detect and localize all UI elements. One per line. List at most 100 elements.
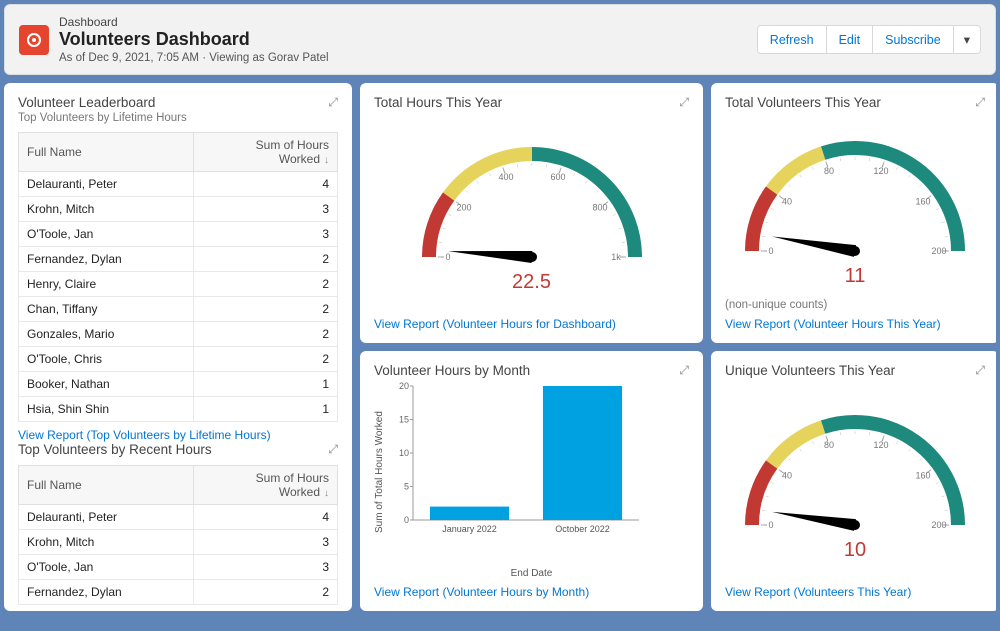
leaderboard-title: Volunteer Leaderboard [18,95,187,110]
svg-text:800: 800 [592,203,607,213]
table-row[interactable]: Henry, Claire2 [19,272,338,297]
svg-text:40: 40 [782,197,792,207]
more-actions-button[interactable]: ▾ [954,25,981,54]
unique-volunteers-card: Unique Volunteers This Year ⤢ 0 40 80 120 16… [711,351,996,611]
table-row[interactable]: Krohn, Mitch3 [19,530,338,555]
leaderboard-subtitle: Top Volunteers by Lifetime Hours [18,112,187,124]
cell-name: Krohn, Mitch [19,530,194,555]
bar-xlabel: End Date [374,568,689,579]
svg-text:120: 120 [873,166,888,176]
sort-down-icon: ↓ [324,155,329,166]
table-row[interactable]: O'Toole, Jan3 [19,222,338,247]
total-hours-title: Total Hours This Year [374,95,502,110]
cell-name: Hsia, Shin Shin [19,397,194,422]
svg-text:200: 200 [931,520,946,530]
total-hours-value: 22.5 [512,271,551,294]
total-volunteers-title: Total Volunteers This Year [725,95,881,110]
svg-text:January 2022: January 2022 [442,524,497,534]
page-type: Dashboard [59,15,329,29]
table-row[interactable]: Fernandez, Dylan2 [19,580,338,605]
svg-text:15: 15 [399,415,409,425]
table-row[interactable]: Delauranti, Peter4 [19,505,338,530]
svg-text:160: 160 [915,471,930,481]
leaderboard-card: Volunteer Leaderboard Top Volunteers by … [4,83,352,611]
table-row[interactable]: Krohn, Mitch3 [19,197,338,222]
svg-text:400: 400 [498,172,513,182]
cell-name: Gonzales, Mario [19,322,194,347]
table-row[interactable]: O'Toole, Chris2 [19,347,338,372]
svg-text:20: 20 [399,381,409,391]
bar-ylabel: Sum of Total Hours Worked [374,378,385,566]
page-title: Volunteers Dashboard [59,29,329,50]
table-row[interactable]: Gonzales, Mario2 [19,322,338,347]
cell-hours: 2 [194,272,338,297]
expand-icon[interactable]: ⤢ [679,363,689,378]
svg-text:200: 200 [931,246,946,256]
svg-text:0: 0 [445,252,450,262]
svg-text:120: 120 [873,440,888,450]
hours-by-month-title: Volunteer Hours by Month [374,363,530,378]
cell-name: Delauranti, Peter [19,505,194,530]
svg-text:10: 10 [399,448,409,458]
cell-name: Fernandez, Dylan [19,247,194,272]
cell-hours: 1 [194,397,338,422]
total-volunteers-value: 11 [845,265,866,288]
expand-icon[interactable]: ⤢ [328,95,338,110]
cell-hours: 1 [194,372,338,397]
svg-text:40: 40 [782,471,792,481]
recent-table: Full Name Sum of Hours Worked↓ Delaurant… [18,465,338,605]
expand-icon[interactable]: ⤢ [679,95,689,110]
col-hours[interactable]: Sum of Hours Worked↓ [194,466,338,505]
svg-text:0: 0 [404,515,409,525]
cell-hours: 4 [194,172,338,197]
leaderboard-report-link[interactable]: View Report (Top Volunteers by Lifetime … [18,428,338,442]
subscribe-button[interactable]: Subscribe [873,25,954,54]
table-row[interactable]: Delauranti, Peter4 [19,172,338,197]
cell-name: O'Toole, Jan [19,555,194,580]
cell-hours: 2 [194,297,338,322]
expand-icon[interactable]: ⤢ [975,363,985,378]
header-actions: Refresh Edit Subscribe ▾ [757,25,981,54]
dashboard-icon [19,25,49,55]
table-row[interactable]: Chan, Tiffany2 [19,297,338,322]
expand-icon[interactable]: ⤢ [975,95,985,110]
table-row[interactable]: Fernandez, Dylan2 [19,247,338,272]
edit-button[interactable]: Edit [827,25,874,54]
svg-text:1k: 1k [611,252,621,262]
col-name[interactable]: Full Name [19,133,194,172]
unique-volunteers-value: 10 [844,539,866,562]
refresh-button[interactable]: Refresh [757,25,827,54]
svg-text:80: 80 [824,440,834,450]
svg-text:160: 160 [915,197,930,207]
cell-hours: 3 [194,197,338,222]
cell-hours: 2 [194,347,338,372]
unique-volunteers-link[interactable]: View Report (Volunteers This Year) [725,585,985,599]
total-hours-link[interactable]: View Report (Volunteer Hours for Dashboa… [374,317,689,331]
svg-text:0: 0 [768,520,773,530]
total-volunteers-note: (non-unique counts) [725,299,985,311]
cell-name: Chan, Tiffany [19,297,194,322]
cell-name: O'Toole, Chris [19,347,194,372]
table-row[interactable]: O'Toole, Jan3 [19,555,338,580]
svg-text:80: 80 [824,166,834,176]
hours-by-month-link[interactable]: View Report (Volunteer Hours by Month) [374,585,689,599]
expand-icon[interactable]: ⤢ [328,442,338,457]
total-volunteers-card: Total Volunteers This Year ⤢ 0 40 80 120 160… [711,83,996,343]
total-hours-card: Total Hours This Year ⤢ 02004006008001k … [360,83,703,343]
table-row[interactable]: Hsia, Shin Shin1 [19,397,338,422]
svg-text:200: 200 [456,203,471,213]
cell-name: Krohn, Mitch [19,197,194,222]
unique-volunteers-title: Unique Volunteers This Year [725,363,895,378]
total-volunteers-gauge: 0 40 80 120 160 200 [725,121,985,271]
col-name[interactable]: Full Name [19,466,194,505]
total-volunteers-link[interactable]: View Report (Volunteer Hours This Year) [725,317,985,331]
hours-by-month-chart: 05101520January 2022October 2022 [385,378,645,548]
cell-hours: 4 [194,505,338,530]
col-hours[interactable]: Sum of Hours Worked↓ [194,133,338,172]
cell-hours: 3 [194,555,338,580]
svg-text:0: 0 [768,246,773,256]
table-row[interactable]: Booker, Nathan1 [19,372,338,397]
recent-title: Top Volunteers by Recent Hours [18,442,212,457]
dashboard-header: Dashboard Volunteers Dashboard As of Dec… [4,4,996,75]
sort-down-icon: ↓ [324,488,329,499]
